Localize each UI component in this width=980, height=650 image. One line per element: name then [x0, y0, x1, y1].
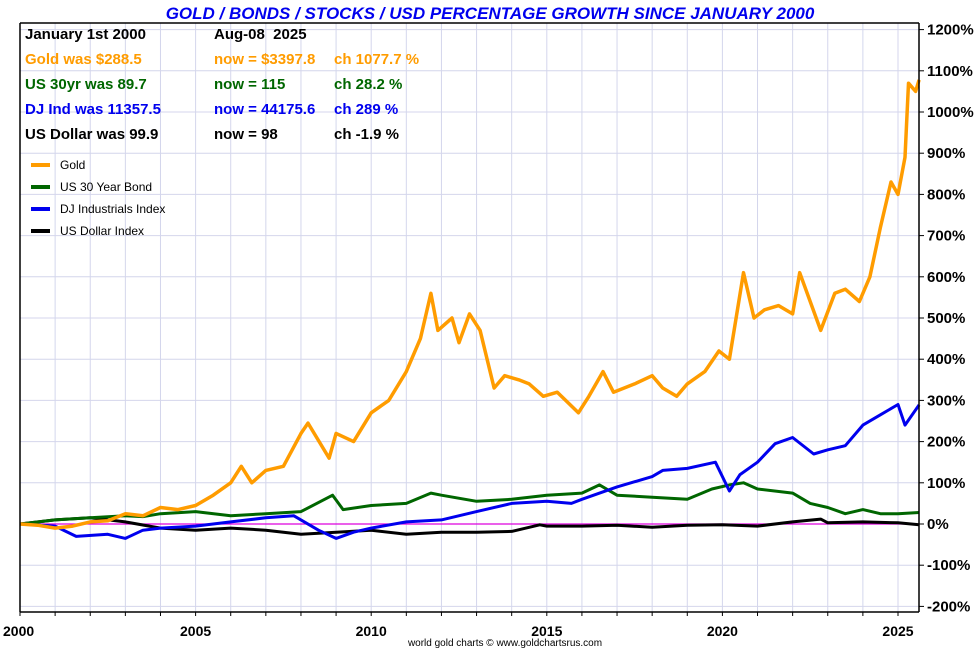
series-lines	[19, 79, 921, 540]
y-tick-label: 800%	[927, 186, 965, 203]
y-tick-label: -100%	[927, 557, 970, 574]
series-line-us-dollar-index	[19, 516, 920, 536]
usd-now: now = 98	[214, 126, 278, 143]
legend-label-bond: US 30 Year Bond	[60, 180, 152, 194]
x-tick-label: 2020	[707, 623, 738, 639]
usd-change: ch -1.9 %	[334, 126, 399, 143]
info-panel: January 1st 2000 Aug-08 2025 Gold was $2…	[25, 26, 419, 143]
y-tick-label: 700%	[927, 228, 965, 245]
gold-was: Gold was $288.5	[25, 51, 142, 68]
legend-item-usd: US Dollar Index	[31, 224, 144, 238]
x-tick-label: 2010	[356, 623, 387, 639]
legend: Gold US 30 Year Bond DJ Industrials Inde…	[31, 158, 165, 238]
bond-was: US 30yr was 89.7	[25, 76, 147, 93]
y-tick-label: 200%	[927, 434, 965, 451]
usd-was: US Dollar was 99.9	[25, 126, 158, 143]
legend-label-usd: US Dollar Index	[60, 224, 144, 238]
series-line-us-30-year-bond	[19, 481, 920, 526]
dow-was: DJ Ind was 11357.5	[25, 101, 161, 118]
x-tick-label: 2025	[882, 623, 913, 639]
y-tick-label: 400%	[927, 351, 965, 368]
end-date-label: Aug-08 2025	[214, 26, 307, 43]
dow-now: now = 44175.6	[214, 101, 315, 118]
legend-item-dow: DJ Industrials Index	[31, 202, 165, 216]
y-tick-label: 500%	[927, 310, 965, 327]
y-tick-label: -200%	[927, 598, 970, 615]
y-tick-label: 1100%	[927, 63, 973, 80]
legend-item-gold: Gold	[31, 158, 85, 172]
y-axis-ticks: 1200% 1100% 1000% 900% 800% 700% 600% 500% 400% 3…	[919, 22, 974, 615]
x-tick-label: 2005	[180, 623, 211, 639]
legend-label-dow: DJ Industrials Index	[60, 202, 165, 216]
bond-change: ch 28.2 %	[334, 76, 402, 93]
x-tick-label: 2015	[531, 623, 562, 639]
y-tick-label: 0%	[927, 516, 949, 533]
legend-label-gold: Gold	[60, 158, 85, 172]
gold-change: ch 1077.7 %	[334, 51, 419, 68]
y-tick-label: 300%	[927, 392, 965, 409]
series-line-gold	[19, 79, 921, 530]
dow-change: ch 289 %	[334, 101, 398, 118]
start-date-label: January 1st 2000	[25, 26, 146, 43]
gold-now: now = $3397.8	[214, 51, 315, 68]
y-tick-label: 100%	[927, 475, 965, 492]
y-tick-label: 600%	[927, 269, 965, 286]
y-tick-label: 1200%	[927, 22, 974, 39]
series-line-dj-industrials-index	[19, 403, 921, 540]
chart-title: GOLD / BONDS / STOCKS / USD PERCENTAGE G…	[166, 4, 815, 23]
y-tick-label: 1000%	[927, 104, 974, 121]
legend-item-bond: US 30 Year Bond	[31, 180, 152, 194]
x-axis-ticks: 2000 2005 2010 2015 2020 2025	[3, 612, 914, 639]
x-tick-label: 2000	[3, 623, 34, 639]
footer-credit: world gold charts © www.goldchartsrus.co…	[407, 638, 602, 649]
bond-now: now = 115	[214, 76, 285, 93]
y-tick-label: 900%	[927, 145, 965, 162]
